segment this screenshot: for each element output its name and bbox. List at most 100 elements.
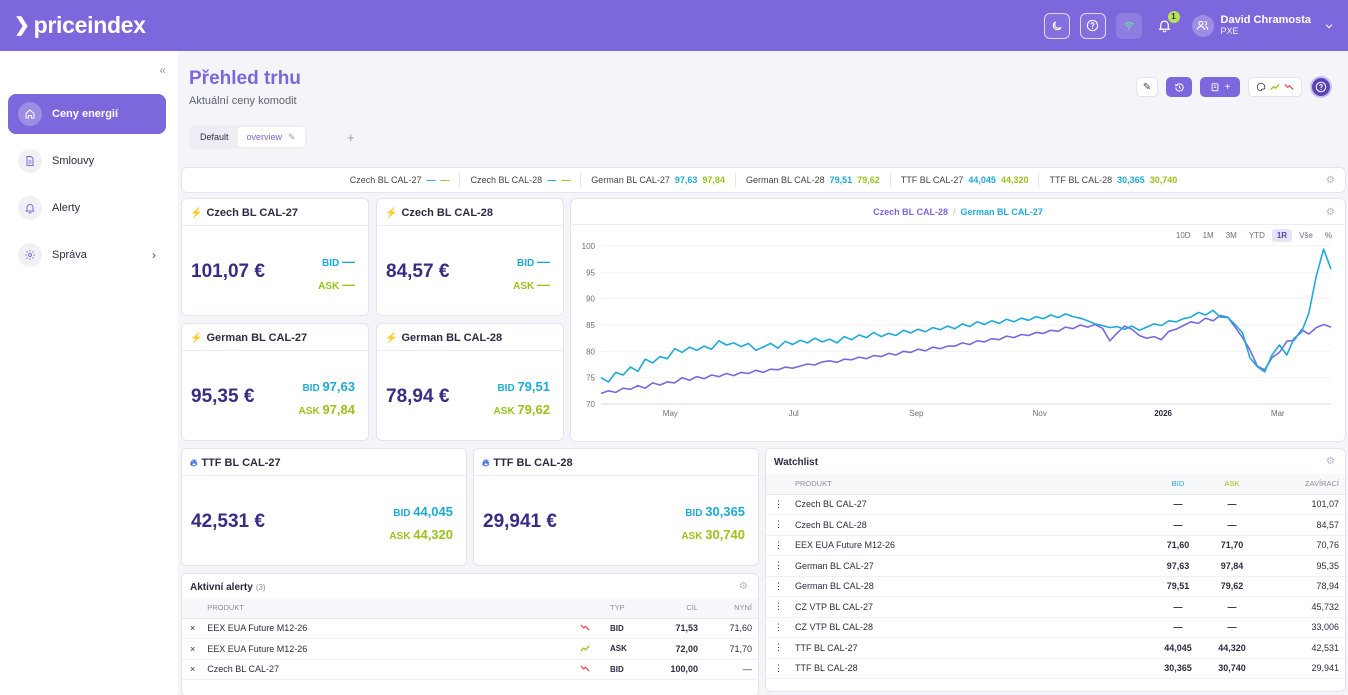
ticker-item[interactable]: Czech BL CAL-28 — —	[460, 173, 582, 187]
document-icon	[18, 149, 42, 173]
tab-default[interactable]: Default	[191, 127, 238, 147]
sidebar-item-smlouvy[interactable]: Smlouvy	[8, 141, 166, 181]
pencil-icon[interactable]: ✎	[288, 131, 296, 142]
ticker-name: Czech BL CAL-28	[470, 175, 543, 185]
sidebar-item-ceny-energii[interactable]: Ceny energií	[8, 94, 166, 134]
remove-alert-icon[interactable]: ×	[182, 659, 202, 680]
series-line-2[interactable]	[600, 248, 1332, 383]
alert-target: 72,00	[644, 638, 704, 660]
edit-button[interactable]: ✎	[1136, 77, 1158, 97]
column-header: TYP	[604, 598, 644, 619]
range-1r[interactable]: 1R	[1271, 229, 1293, 242]
remove-alert-icon[interactable]: ×	[182, 618, 202, 639]
table-row[interactable]: ⋮ Czech BL CAL-27— —101,07	[766, 494, 1345, 515]
ticker-ask: —	[440, 175, 450, 185]
table-row[interactable]: ⋮ CZ VTP BL CAL-28— —33,006	[766, 617, 1345, 638]
ticker-bid: 44,045	[968, 175, 996, 185]
price-value: 95,35 €	[191, 386, 255, 407]
flame-icon: 🔥︎	[482, 457, 490, 469]
table-row[interactable]: ⋮ EEX EUA Future M12-26 71,60 71,70 70,76	[766, 535, 1345, 556]
drag-handle-icon[interactable]: ⋮	[766, 535, 789, 556]
price-card[interactable]: ⚡ Czech BL CAL-27 101,07 € BID — ASK —	[181, 198, 369, 316]
tab-overview[interactable]: overview ✎	[237, 127, 305, 147]
trend-up-icon	[580, 645, 590, 652]
table-row[interactable]: ⋮ German BL CAL-27 97,63 97,84 95,35	[766, 555, 1345, 577]
legend-series-2[interactable]: German BL CAL-27	[960, 207, 1043, 217]
bolt-icon: ⚡	[385, 207, 398, 219]
drag-handle-icon[interactable]: ⋮	[766, 555, 789, 577]
ticker-item[interactable]: German BL CAL-28 79,51 79,62	[736, 173, 891, 187]
history-button[interactable]	[1166, 77, 1192, 97]
gear-icon[interactable]: ⚙	[1326, 456, 1335, 467]
ask-value: 30,740	[705, 527, 745, 542]
price-card[interactable]: 🔥︎ TTF BL CAL-28 29,941 € BID 30,365 ASK …	[473, 448, 759, 566]
price-card[interactable]: ⚡ Czech BL CAL-28 84,57 € BID — ASK —	[376, 198, 564, 316]
help-button[interactable]	[1079, 12, 1106, 39]
table-row[interactable]: ⋮ TTF BL CAL-27 44,045 44,320 42,531	[766, 637, 1345, 659]
bid-label: BID	[321, 258, 340, 269]
sidebar-item-alerty[interactable]: Alerty	[8, 188, 166, 228]
table-row[interactable]: ⋮ German BL CAL-28 79,51 79,62 78,94	[766, 576, 1345, 597]
bid-value: —	[537, 254, 550, 269]
theme-trend-button[interactable]	[1248, 77, 1302, 97]
dark-mode-button[interactable]	[1043, 12, 1070, 39]
ticker-item[interactable]: TTF BL CAL-27 44,045 44,320	[891, 173, 1040, 187]
range-1m[interactable]: 1M	[1202, 231, 1214, 240]
sidebar-item-sprava[interactable]: Správa ›	[8, 235, 166, 275]
ticker-item[interactable]: German BL CAL-27 97,63 97,84	[581, 173, 736, 187]
gear-icon[interactable]: ⚙	[739, 581, 748, 592]
drag-handle-icon[interactable]: ⋮	[766, 637, 789, 659]
ask-label: ASK	[681, 531, 703, 542]
alert-now: —	[704, 659, 758, 680]
page-help-button[interactable]	[1310, 76, 1332, 98]
table-row[interactable]: × EEX EUA Future M12-26 BID 71,53 71,60	[182, 618, 758, 639]
drag-handle-icon[interactable]: ⋮	[766, 658, 789, 679]
range-3m[interactable]: 3M	[1225, 231, 1237, 240]
gear-icon[interactable]: ⚙	[1326, 174, 1335, 186]
legend-series-1[interactable]: Czech BL CAL-28	[873, 207, 948, 217]
price-card[interactable]: ⚡ German BL CAL-27 95,35 € BID 97,63 ASK …	[181, 323, 369, 441]
notifications-button[interactable]: 1	[1152, 10, 1180, 39]
drag-handle-icon[interactable]: ⋮	[766, 514, 789, 536]
watchlist-ask: 97,84	[1205, 555, 1259, 577]
watchlist-bid: —	[1151, 617, 1205, 638]
price-value: 42,531 €	[191, 511, 265, 532]
add-widget-button[interactable]: +	[1200, 77, 1240, 97]
page-subtitle: Aktuální ceny komodit	[189, 95, 297, 107]
remove-alert-icon[interactable]: ×	[182, 638, 202, 660]
range-10d[interactable]: 10D	[1175, 231, 1191, 240]
table-row[interactable]: ⋮ CZ VTP BL CAL-27— —45,732	[766, 596, 1345, 618]
collapse-sidebar-icon[interactable]: «	[159, 63, 166, 77]
trend-up-icon	[1270, 84, 1280, 90]
add-tab-button[interactable]: +	[347, 130, 355, 145]
drag-handle-icon[interactable]: ⋮	[766, 576, 789, 597]
drag-handle-icon[interactable]: ⋮	[766, 494, 789, 515]
table-row[interactable]: ⋮ Czech BL CAL-28— —84,57	[766, 514, 1345, 536]
series-line-1[interactable]	[600, 314, 1332, 395]
table-row[interactable]: × EEX EUA Future M12-26 ASK 72,00 71,70	[182, 638, 758, 660]
logo[interactable]: ❯ priceindex	[14, 12, 146, 39]
table-row[interactable]: × Czech BL CAL-27 BID 100,00 —	[182, 659, 758, 680]
user-menu[interactable]: David Chramosta PXE	[1191, 14, 1334, 37]
gear-icon	[18, 243, 42, 267]
sidebar-item-label: Smlouvy	[52, 155, 95, 167]
ticker-item[interactable]: TTF BL CAL-28 30,365 30,740	[1039, 173, 1187, 187]
x-tick-label: Mar	[1271, 409, 1285, 418]
price-card[interactable]: 🔥︎ TTF BL CAL-27 42,531 € BID 44,045 ASK …	[181, 448, 467, 566]
gear-icon[interactable]: ⚙	[1326, 207, 1335, 218]
x-tick-label: Sep	[909, 409, 924, 418]
ticker-item[interactable]: Czech BL CAL-27 — —	[340, 173, 461, 187]
bid-value: —	[342, 254, 355, 269]
price-card-title: German BL CAL-28	[401, 332, 503, 344]
ask-label: ASK	[318, 281, 340, 292]
price-card[interactable]: ⚡ German BL CAL-28 78,94 € BID 79,51 ASK …	[376, 323, 564, 441]
bell-icon	[18, 196, 42, 220]
sidebar-item-label: Alerty	[52, 202, 81, 214]
table-row[interactable]: ⋮ TTF BL CAL-28 30,365 30,740 29,941	[766, 658, 1345, 679]
range-ytd[interactable]: YTD	[1248, 231, 1265, 240]
range-all[interactable]: Vše	[1299, 231, 1313, 240]
drag-handle-icon[interactable]: ⋮	[766, 617, 789, 638]
price-chart[interactable]: 100 95 90 85 80 75 70 May Jul Sep Nov 2026 Mar	[571, 239, 1345, 439]
range-percent[interactable]: %	[1324, 231, 1332, 240]
drag-handle-icon[interactable]: ⋮	[766, 596, 789, 618]
